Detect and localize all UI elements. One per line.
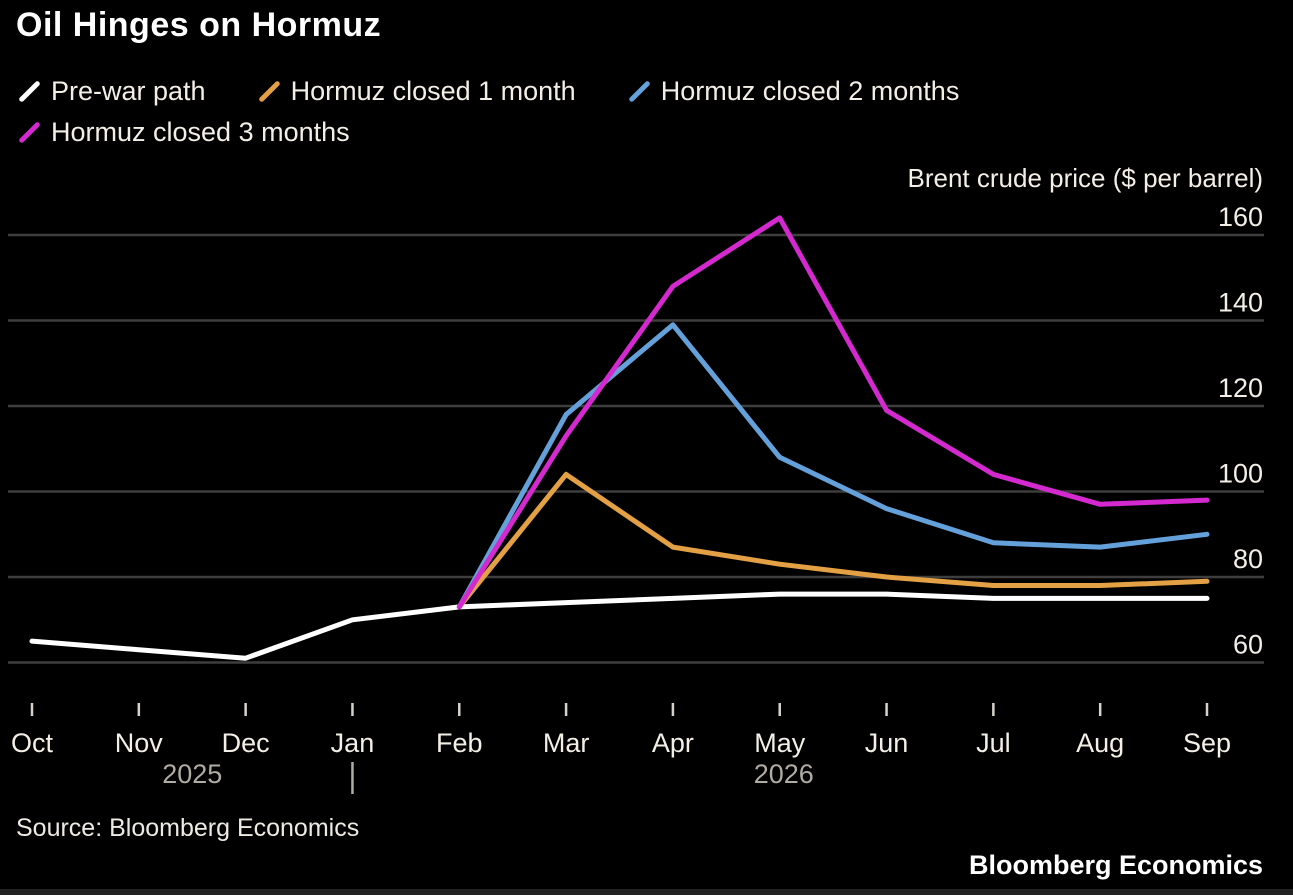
x-tick-label-dec: Dec — [222, 728, 270, 758]
legend-item-pre-war-path: Pre-war path — [12, 76, 206, 107]
y-tick-label-80: 80 — [1233, 544, 1263, 574]
series-line-pre-war-path — [29, 591, 1210, 661]
x-tick-label-sep: Sep — [1183, 728, 1231, 758]
y-tick-label-60: 60 — [1233, 630, 1263, 660]
x-tick-label-feb: Feb — [436, 728, 483, 758]
y-tick-label-100: 100 — [1218, 459, 1263, 489]
year-label-2026: 2026 — [754, 759, 814, 789]
legend-label: Hormuz closed 2 months — [660, 76, 960, 106]
legend-row-1: Pre-war path Hormuz closed 1 month Hormu… — [12, 76, 1142, 107]
brand-label: Bloomberg Economics — [968, 850, 1263, 880]
year-label-2025: 2025 — [162, 759, 222, 789]
y-tick-label-160: 160 — [1218, 202, 1263, 232]
x-tick-label-may: May — [754, 728, 806, 758]
legend-item-closed-2-months: Hormuz closed 2 months — [622, 76, 960, 107]
legend-item-closed-3-months: Hormuz closed 3 months — [12, 117, 350, 148]
x-tick-label-aug: Aug — [1076, 728, 1124, 758]
y-tick-label-120: 120 — [1218, 373, 1263, 403]
x-tick-label-jan: Jan — [331, 728, 375, 758]
source-note: Source: Bloomberg Economics — [16, 814, 360, 842]
bottom-strip — [0, 889, 1293, 895]
x-tick-label-jul: Jul — [976, 728, 1011, 758]
y-tick-label-140: 140 — [1218, 288, 1263, 318]
legend: Pre-war path Hormuz closed 1 month Hormu… — [12, 76, 1142, 158]
x-tick-label-nov: Nov — [115, 728, 164, 758]
chart-title: Oil Hinges on Hormuz — [16, 6, 382, 44]
series-line-hormuz-closed-1-month — [456, 471, 1210, 610]
legend-item-closed-1-month: Hormuz closed 1 month — [252, 76, 576, 107]
legend-row-2: Hormuz closed 3 months — [12, 117, 1142, 148]
legend-label: Hormuz closed 3 months — [51, 117, 350, 147]
x-tick-label-mar: Mar — [543, 728, 590, 758]
series-line-hormuz-closed-3-months — [456, 215, 1210, 610]
x-tick-label-apr: Apr — [652, 728, 694, 758]
x-tick-label-oct: Oct — [11, 728, 54, 758]
y-axis-title: Brent crude price ($ per barrel) — [907, 163, 1263, 193]
legend-label: Hormuz closed 1 month — [290, 76, 576, 106]
legend-label: Pre-war path — [51, 76, 206, 106]
x-tick-label-jun: Jun — [865, 728, 909, 758]
series-line-hormuz-closed-2-months — [456, 322, 1210, 610]
